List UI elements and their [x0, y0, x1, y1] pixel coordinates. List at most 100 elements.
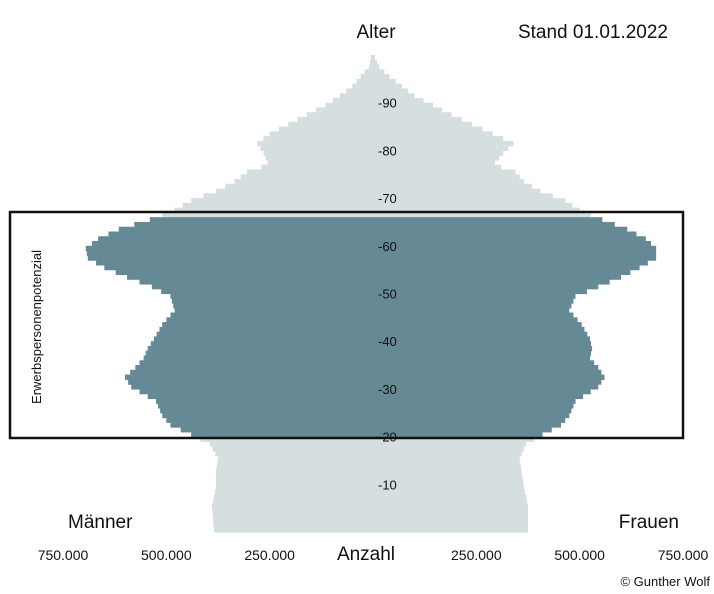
men-bar-age-52	[139, 279, 373, 285]
men-bar-age-6	[212, 498, 373, 504]
women-bar-age-57	[373, 255, 657, 261]
men-bar-age-4	[212, 508, 373, 514]
women-bar-age-65	[373, 217, 603, 223]
men-bar-age-44	[166, 317, 373, 323]
women-bar-age-31	[373, 379, 602, 385]
women-bar-age-47	[373, 303, 572, 309]
women-bar-age-83	[373, 131, 493, 137]
men-bar-age-30	[131, 384, 373, 390]
women-bar-age-19	[373, 436, 535, 442]
women-bar-age-52	[373, 279, 610, 285]
age-tick-60: -60	[378, 239, 397, 254]
men-bar-age-90	[332, 97, 373, 104]
age-tick-labels: -10 -20 -30 -40 -50 -60 -70 -80 -90	[378, 96, 397, 493]
women-bar-age-89	[373, 102, 433, 109]
age-tick-50: -50	[378, 287, 397, 302]
men-bar-age-60	[91, 241, 373, 247]
men-bar-age-74	[240, 174, 373, 180]
age-tick-10: -10	[378, 477, 397, 492]
women-bar-age-69	[373, 198, 566, 204]
women-bar-age-90	[373, 97, 424, 104]
women-bar-age-36	[373, 355, 590, 361]
men-bar-age-17	[212, 446, 373, 452]
men-bar-age-36	[143, 355, 373, 361]
women-bar-age-5	[373, 503, 528, 509]
base-population-bars	[162, 55, 592, 533]
men-bar-age-62	[108, 231, 373, 237]
women-bar-age-17	[373, 446, 524, 452]
women-bar-age-34	[373, 365, 599, 371]
women-bar-age-88	[373, 107, 443, 113]
women-bar-age-18	[373, 441, 526, 447]
men-bar-age-46	[174, 307, 373, 314]
men-bar-age-0	[213, 527, 373, 533]
men-bar-age-94	[356, 78, 373, 85]
women-bar-age-3	[373, 512, 528, 519]
working-age-population-bars	[85, 217, 657, 438]
x-tick-labels: 750.000 500.000 250.000 250.000 500.000 750.0…	[38, 547, 709, 563]
women-bar-age-25	[373, 407, 572, 414]
men-bar-age-89	[325, 102, 373, 109]
women-bar-age-0	[373, 527, 528, 533]
women-bar-age-97	[373, 64, 380, 70]
x-axis-title: Anzahl	[337, 544, 395, 565]
men-bar-age-39	[150, 341, 373, 347]
men-bar-age-56	[96, 260, 374, 266]
age-tick-80: -80	[378, 143, 397, 158]
women-bar-age-60	[373, 241, 651, 247]
women-bar-age-40	[373, 336, 590, 342]
men-bar-age-91	[339, 93, 373, 99]
women-bar-age-96	[373, 69, 385, 75]
x-tick-men-250000: 250.000	[244, 547, 295, 563]
x-tick-women-750000: 750.000	[658, 547, 709, 563]
men-bar-age-33	[130, 369, 373, 376]
women-bar-age-4	[373, 508, 528, 514]
women-bar-age-63	[373, 226, 628, 233]
women-bar-age-35	[373, 360, 595, 366]
men-bar-age-1	[213, 522, 373, 528]
women-bar-age-50	[373, 288, 587, 295]
women-bar-age-87	[373, 112, 452, 118]
men-bar-age-65	[149, 217, 373, 223]
men-bar-age-40	[153, 336, 373, 342]
women-bar-age-10	[373, 479, 524, 485]
women-bar-age-26	[373, 403, 574, 409]
men-label: Männer	[68, 512, 133, 533]
men-bar-age-23	[166, 417, 373, 423]
women-bar-age-95	[373, 74, 390, 80]
men-bar-age-2	[213, 517, 373, 524]
women-bar-age-92	[373, 88, 409, 94]
men-bar-age-92	[346, 88, 373, 94]
women-bar-age-45	[373, 312, 574, 318]
women-bar-age-86	[373, 117, 462, 123]
x-tick-men-750000: 750.000	[38, 547, 89, 563]
men-bar-age-5	[211, 503, 373, 509]
women-bar-age-33	[373, 369, 602, 376]
women-bar-age-58	[373, 250, 657, 256]
women-bar-age-49	[373, 293, 576, 299]
women-bar-age-30	[373, 384, 599, 390]
men-bar-age-9	[215, 484, 373, 490]
men-bar-age-15	[218, 455, 373, 462]
women-bar-age-99	[373, 55, 376, 61]
women-bar-age-46	[373, 307, 570, 314]
men-bar-age-68	[182, 202, 373, 209]
men-bar-age-35	[139, 360, 373, 366]
men-bar-age-59	[85, 245, 373, 252]
men-bar-age-26	[158, 403, 373, 409]
men-bar-age-71	[215, 188, 373, 194]
men-bar-age-83	[269, 131, 373, 137]
women-bar-age-12	[373, 469, 522, 476]
women-bar-age-53	[373, 274, 621, 280]
women-bar-age-73	[373, 179, 524, 185]
men-bar-age-55	[104, 264, 373, 271]
age-tick-70: -70	[378, 191, 397, 206]
women-bar-age-38	[373, 345, 593, 352]
men-bar-age-97	[368, 64, 373, 70]
men-bar-age-77	[267, 159, 373, 166]
women-bar-age-81	[373, 140, 514, 147]
women-bar-age-7	[373, 493, 526, 500]
women-bar-age-29	[373, 388, 591, 395]
women-bar-age-82	[373, 136, 504, 142]
men-bar-age-41	[156, 331, 373, 338]
